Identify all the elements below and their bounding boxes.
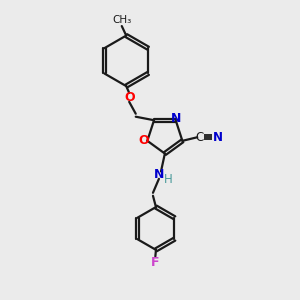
Text: CH₃: CH₃ (112, 15, 131, 25)
Text: F: F (151, 256, 160, 269)
Text: N: N (213, 131, 223, 144)
Text: N: N (170, 112, 181, 125)
Text: O: O (124, 91, 134, 104)
Text: N: N (154, 168, 164, 181)
Text: C: C (195, 131, 203, 144)
Text: H: H (164, 173, 173, 186)
Text: O: O (139, 134, 149, 147)
